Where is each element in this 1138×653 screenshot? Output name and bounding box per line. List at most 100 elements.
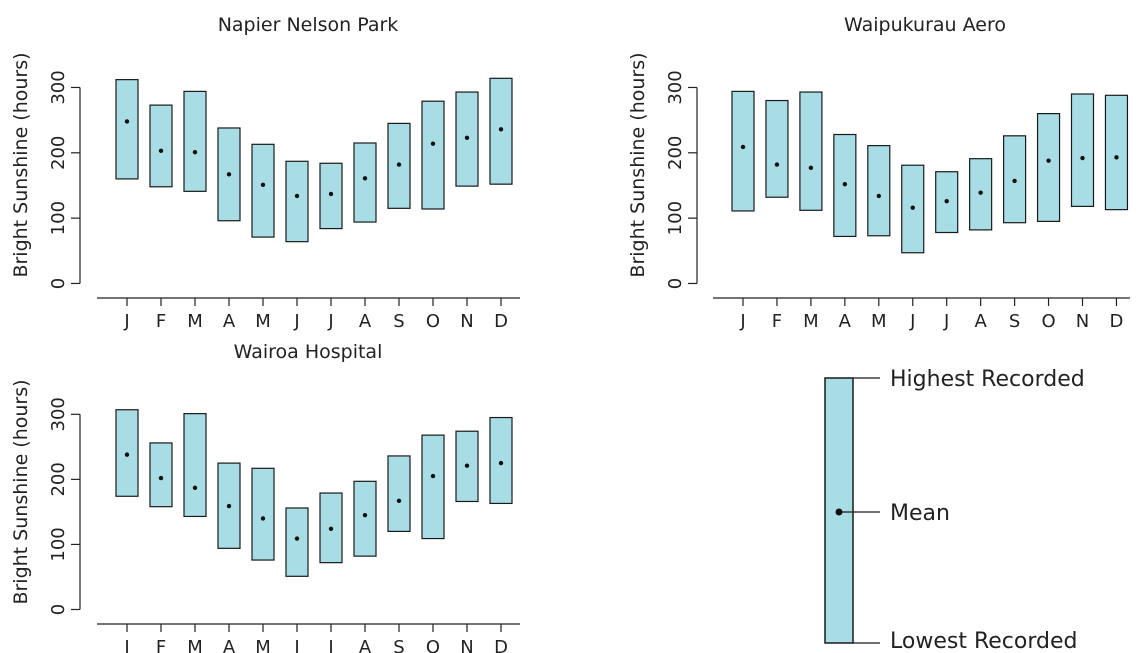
range-box	[765, 99, 789, 198]
panel-napier-nelson-park: Napier Nelson Park Bright Sunshine (hour…	[10, 14, 520, 332]
mean-dot	[430, 141, 436, 146]
mean-dot	[1046, 158, 1051, 163]
mean-dot	[192, 149, 198, 155]
mean-dot	[1114, 155, 1119, 160]
panel-title: Wairoa Hospital	[234, 341, 383, 363]
range-box	[251, 143, 275, 238]
x-tick-label: A	[974, 311, 987, 332]
range-box	[149, 104, 173, 188]
y-tick-label: 200	[665, 136, 686, 170]
mean-dot	[876, 193, 881, 199]
mean-dot	[808, 165, 814, 171]
x-tick-label: N	[460, 311, 473, 332]
y-tick-label: 0	[48, 604, 69, 615]
x-tick-label: J	[909, 311, 915, 332]
range-box	[489, 416, 513, 505]
range-box	[115, 79, 139, 180]
y-tick-label: 100	[48, 201, 69, 235]
legend-mean-label: Mean	[890, 501, 950, 526]
legend-mean-dot	[835, 508, 843, 516]
y-tick-label: 0	[665, 278, 686, 289]
x-tick-label: J	[327, 311, 333, 332]
range-box	[867, 145, 891, 237]
mean-dot	[294, 193, 300, 199]
x-tick-label: J	[293, 637, 299, 653]
mean-dot	[158, 475, 164, 481]
mean-dot	[774, 162, 780, 167]
mean-dot	[1012, 178, 1017, 184]
y-tick-label: 200	[48, 136, 69, 170]
x-tick-label: J	[123, 637, 129, 653]
range-box	[353, 480, 377, 557]
mean-dot	[158, 148, 164, 154]
range-box	[799, 91, 823, 211]
x-tick-label: J	[293, 311, 299, 332]
mean-dot	[362, 512, 368, 518]
mean-dot	[124, 119, 130, 124]
legend-highest-label: Highest Recorded	[890, 367, 1085, 392]
x-tick-label: M	[187, 637, 203, 653]
y-tick-label: 300	[665, 70, 686, 104]
mean-dot	[464, 463, 470, 468]
range-box	[1104, 94, 1129, 211]
mean-dot	[978, 190, 983, 195]
x-tick-label: F	[156, 637, 166, 653]
mean-dot	[226, 503, 232, 509]
x-tick-label: J	[327, 637, 333, 653]
y-axis-label: Bright Sunshine (hours)	[627, 52, 649, 277]
panel-title: Napier Nelson Park	[218, 14, 399, 36]
mean-dot	[226, 172, 232, 177]
mean-dot	[498, 460, 504, 466]
mean-dot	[910, 205, 915, 210]
x-tick-label: O	[426, 311, 440, 332]
range-box	[1070, 93, 1095, 207]
x-tick-label: F	[772, 311, 782, 332]
range-box	[149, 442, 173, 508]
mean-dot	[328, 526, 334, 532]
mean-dot	[294, 536, 300, 541]
mean-dot	[498, 127, 504, 132]
mean-dot	[396, 162, 402, 167]
range-box	[731, 90, 755, 212]
x-tick-label: M	[871, 311, 887, 332]
mean-dot	[464, 135, 470, 140]
mean-dot	[192, 485, 198, 491]
panel-title: Waipukurau Aero	[844, 14, 1006, 36]
panel-waipukurau-aero: Waipukurau Aero Bright Sunshine (hours) …	[627, 14, 1130, 332]
mean-dot	[740, 144, 746, 150]
range-box	[183, 90, 207, 192]
panel-wairoa-hospital: Wairoa Hospital Bright Sunshine (hours) …	[10, 341, 520, 653]
x-tick-label: S	[393, 637, 404, 653]
mean-dot	[328, 191, 334, 197]
x-tick-label: D	[1110, 311, 1124, 332]
mean-dot	[260, 182, 266, 188]
x-tick-label: D	[494, 637, 508, 653]
x-tick-label: N	[1076, 311, 1089, 332]
y-tick-label: 300	[48, 70, 69, 104]
y-tick-label: 0	[48, 278, 69, 289]
mean-dot	[124, 452, 130, 457]
x-tick-label: M	[187, 311, 203, 332]
x-tick-label: D	[494, 311, 508, 332]
x-tick-label: M	[803, 311, 819, 332]
x-tick-label: A	[359, 637, 372, 653]
mean-dot	[842, 181, 848, 187]
y-tick-label: 300	[48, 397, 69, 431]
mean-dot	[1080, 155, 1085, 161]
y-tick-label: 100	[48, 527, 69, 561]
x-tick-label: A	[223, 637, 236, 653]
x-tick-label: M	[255, 637, 271, 653]
y-axis-label: Bright Sunshine (hours)	[10, 52, 32, 277]
mean-dot	[944, 198, 949, 204]
range-box	[421, 434, 445, 540]
x-tick-label: F	[156, 311, 166, 332]
x-tick-label: S	[393, 311, 404, 332]
range-box	[285, 507, 309, 577]
y-tick-label: 100	[665, 201, 686, 235]
mean-dot	[260, 516, 266, 521]
range-box	[421, 100, 445, 210]
x-tick-label: A	[359, 311, 372, 332]
